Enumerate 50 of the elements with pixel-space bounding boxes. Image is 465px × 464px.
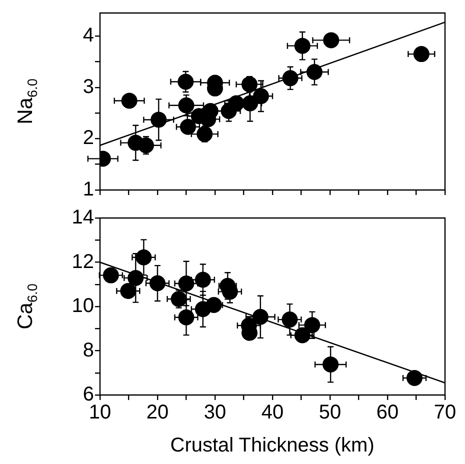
y-tick-label: 1 [82, 178, 94, 201]
point [252, 308, 268, 325]
point [178, 309, 194, 326]
point [120, 283, 136, 300]
x-tick-label: 40 [261, 402, 284, 424]
point [413, 46, 430, 62]
point [306, 64, 322, 80]
y-tick-label: 2 [82, 127, 94, 150]
y-tick-label: 3 [82, 76, 94, 98]
y-axis-title: Ca6.0 [14, 283, 40, 330]
point [228, 95, 244, 112]
y-tick-label: 8 [82, 339, 94, 362]
point [406, 370, 423, 386]
point [170, 290, 187, 307]
point [322, 356, 339, 372]
x-tick-label: 20 [146, 402, 169, 424]
point [136, 249, 152, 266]
point [178, 275, 194, 292]
y-tick-label: 14 [72, 206, 94, 229]
point [150, 275, 166, 292]
point [178, 97, 194, 114]
point [294, 38, 310, 54]
point [304, 317, 320, 334]
point [194, 272, 211, 288]
y-axis-title: Na6.0 [14, 78, 40, 124]
point [180, 118, 196, 135]
y-tick-label: 10 [72, 295, 94, 318]
point [242, 76, 258, 92]
y-tick-label: 12 [72, 250, 94, 273]
y-tick-label: 6 [82, 384, 94, 406]
point [202, 102, 218, 119]
point [121, 92, 138, 109]
y-tick-label: 4 [82, 24, 94, 47]
point [323, 32, 340, 48]
point [178, 74, 194, 90]
point [128, 270, 144, 286]
point [294, 327, 310, 344]
point [282, 312, 298, 328]
x-tick-label: 30 [204, 402, 226, 424]
point [102, 267, 119, 284]
point [253, 88, 269, 104]
x-tick-label: 70 [434, 402, 456, 424]
x-tick-label: 60 [376, 402, 399, 424]
point [138, 137, 154, 154]
point [282, 70, 298, 86]
point [242, 95, 258, 112]
point [196, 126, 213, 142]
x-axis-title: Crustal Thickness (km) [170, 434, 374, 457]
point [150, 112, 167, 128]
x-tick-label: 50 [318, 402, 342, 424]
